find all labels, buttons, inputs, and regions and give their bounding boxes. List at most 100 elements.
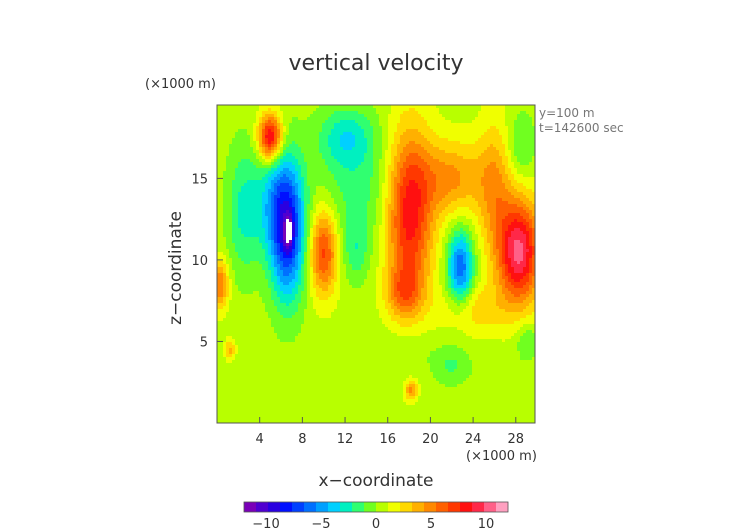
heatmap-cell (463, 216, 467, 220)
heatmap-cell (457, 114, 461, 118)
heatmap-cell (268, 144, 272, 148)
heatmap-cell (472, 126, 476, 130)
heatmap-cell (217, 186, 221, 190)
heatmap-cell (217, 174, 221, 178)
heatmap-cell (229, 180, 233, 184)
heatmap-cell (274, 234, 278, 238)
heatmap-cell (250, 180, 254, 184)
heatmap-cell (286, 192, 290, 196)
heatmap-cell (217, 198, 221, 202)
heatmap-cell (409, 126, 413, 130)
heatmap-cell (508, 150, 512, 154)
heatmap-cell (238, 105, 242, 109)
heatmap-cell (457, 147, 461, 151)
heatmap-cell (220, 204, 224, 208)
heatmap-cell (277, 186, 281, 190)
heatmap-cell (442, 162, 446, 166)
heatmap-cell (496, 201, 500, 205)
heatmap-cell (490, 240, 494, 244)
heatmap-cell (403, 213, 407, 217)
heatmap-cell (241, 135, 245, 139)
heatmap-cell (397, 120, 401, 124)
heatmap-cell (328, 132, 332, 136)
heatmap-cell (322, 105, 326, 109)
heatmap-cell (391, 189, 395, 193)
heatmap-cell (493, 111, 497, 115)
heatmap-cell (277, 198, 281, 202)
heatmap-cell (298, 129, 302, 133)
heatmap-cell (223, 243, 227, 247)
heatmap-cell (487, 135, 491, 139)
heatmap-cell (523, 213, 527, 217)
heatmap-cell (379, 231, 383, 235)
heatmap-cell (328, 126, 332, 130)
heatmap-cell (409, 234, 413, 238)
heatmap-cell (265, 234, 269, 238)
heatmap-cell (442, 147, 446, 151)
heatmap-cell (397, 228, 401, 232)
heatmap-cell (448, 243, 452, 247)
heatmap-cell (409, 156, 413, 160)
heatmap-cell (421, 156, 425, 160)
heatmap-cell (379, 105, 383, 109)
heatmap-cell (322, 243, 326, 247)
heatmap-cell (331, 180, 335, 184)
heatmap-cell (478, 183, 482, 187)
heatmap-cell (379, 177, 383, 181)
heatmap-cell (487, 237, 491, 241)
heatmap-cell (334, 108, 338, 112)
heatmap-cell (367, 177, 371, 181)
heatmap-cell (325, 171, 329, 175)
heatmap-cell (331, 195, 335, 199)
heatmap-cell (319, 165, 323, 169)
heatmap-cell (343, 144, 347, 148)
heatmap-cell (394, 174, 398, 178)
heatmap-cell (433, 138, 437, 142)
heatmap-cell (457, 222, 461, 226)
heatmap-cell (376, 237, 380, 241)
heatmap-cell (469, 156, 473, 160)
heatmap-cell (442, 231, 446, 235)
heatmap-cell (502, 141, 506, 145)
heatmap-cell (373, 111, 377, 115)
heatmap-cell (478, 120, 482, 124)
heatmap-cell (316, 105, 320, 109)
heatmap-cell (406, 153, 410, 157)
heatmap-cell (472, 186, 476, 190)
heatmap-cell (289, 234, 293, 238)
heatmap-cell (499, 123, 503, 127)
heatmap-cell (232, 204, 236, 208)
heatmap-cell (511, 174, 515, 178)
heatmap-cell (403, 144, 407, 148)
heatmap-cell (349, 231, 353, 235)
heatmap-cell (394, 195, 398, 199)
heatmap-cell (517, 105, 521, 109)
heatmap-cell (256, 177, 260, 181)
heatmap-cell (337, 111, 341, 115)
heatmap-cell (496, 141, 500, 145)
heatmap-cell (364, 192, 368, 196)
heatmap-cell (355, 171, 359, 175)
heatmap-cell (364, 165, 368, 169)
heatmap-cell (433, 192, 437, 196)
heatmap-cell (409, 165, 413, 169)
heatmap-cell (217, 150, 221, 154)
heatmap-cell (310, 183, 314, 187)
heatmap-cell (460, 189, 464, 193)
heatmap-cell (376, 201, 380, 205)
heatmap-cell (490, 192, 494, 196)
heatmap-cell (517, 132, 521, 136)
heatmap-cell (307, 117, 311, 121)
heatmap-cell (298, 177, 302, 181)
heatmap-cell (505, 144, 509, 148)
heatmap-cell (232, 222, 236, 226)
heatmap-cell (253, 156, 257, 160)
heatmap-cell (334, 216, 338, 220)
heatmap-cell (247, 225, 251, 229)
heatmap-cell (223, 111, 227, 115)
heatmap-cell (463, 210, 467, 214)
heatmap-cell (514, 210, 518, 214)
heatmap-cell (430, 189, 434, 193)
heatmap-cell (247, 156, 251, 160)
heatmap-cell (241, 243, 245, 247)
